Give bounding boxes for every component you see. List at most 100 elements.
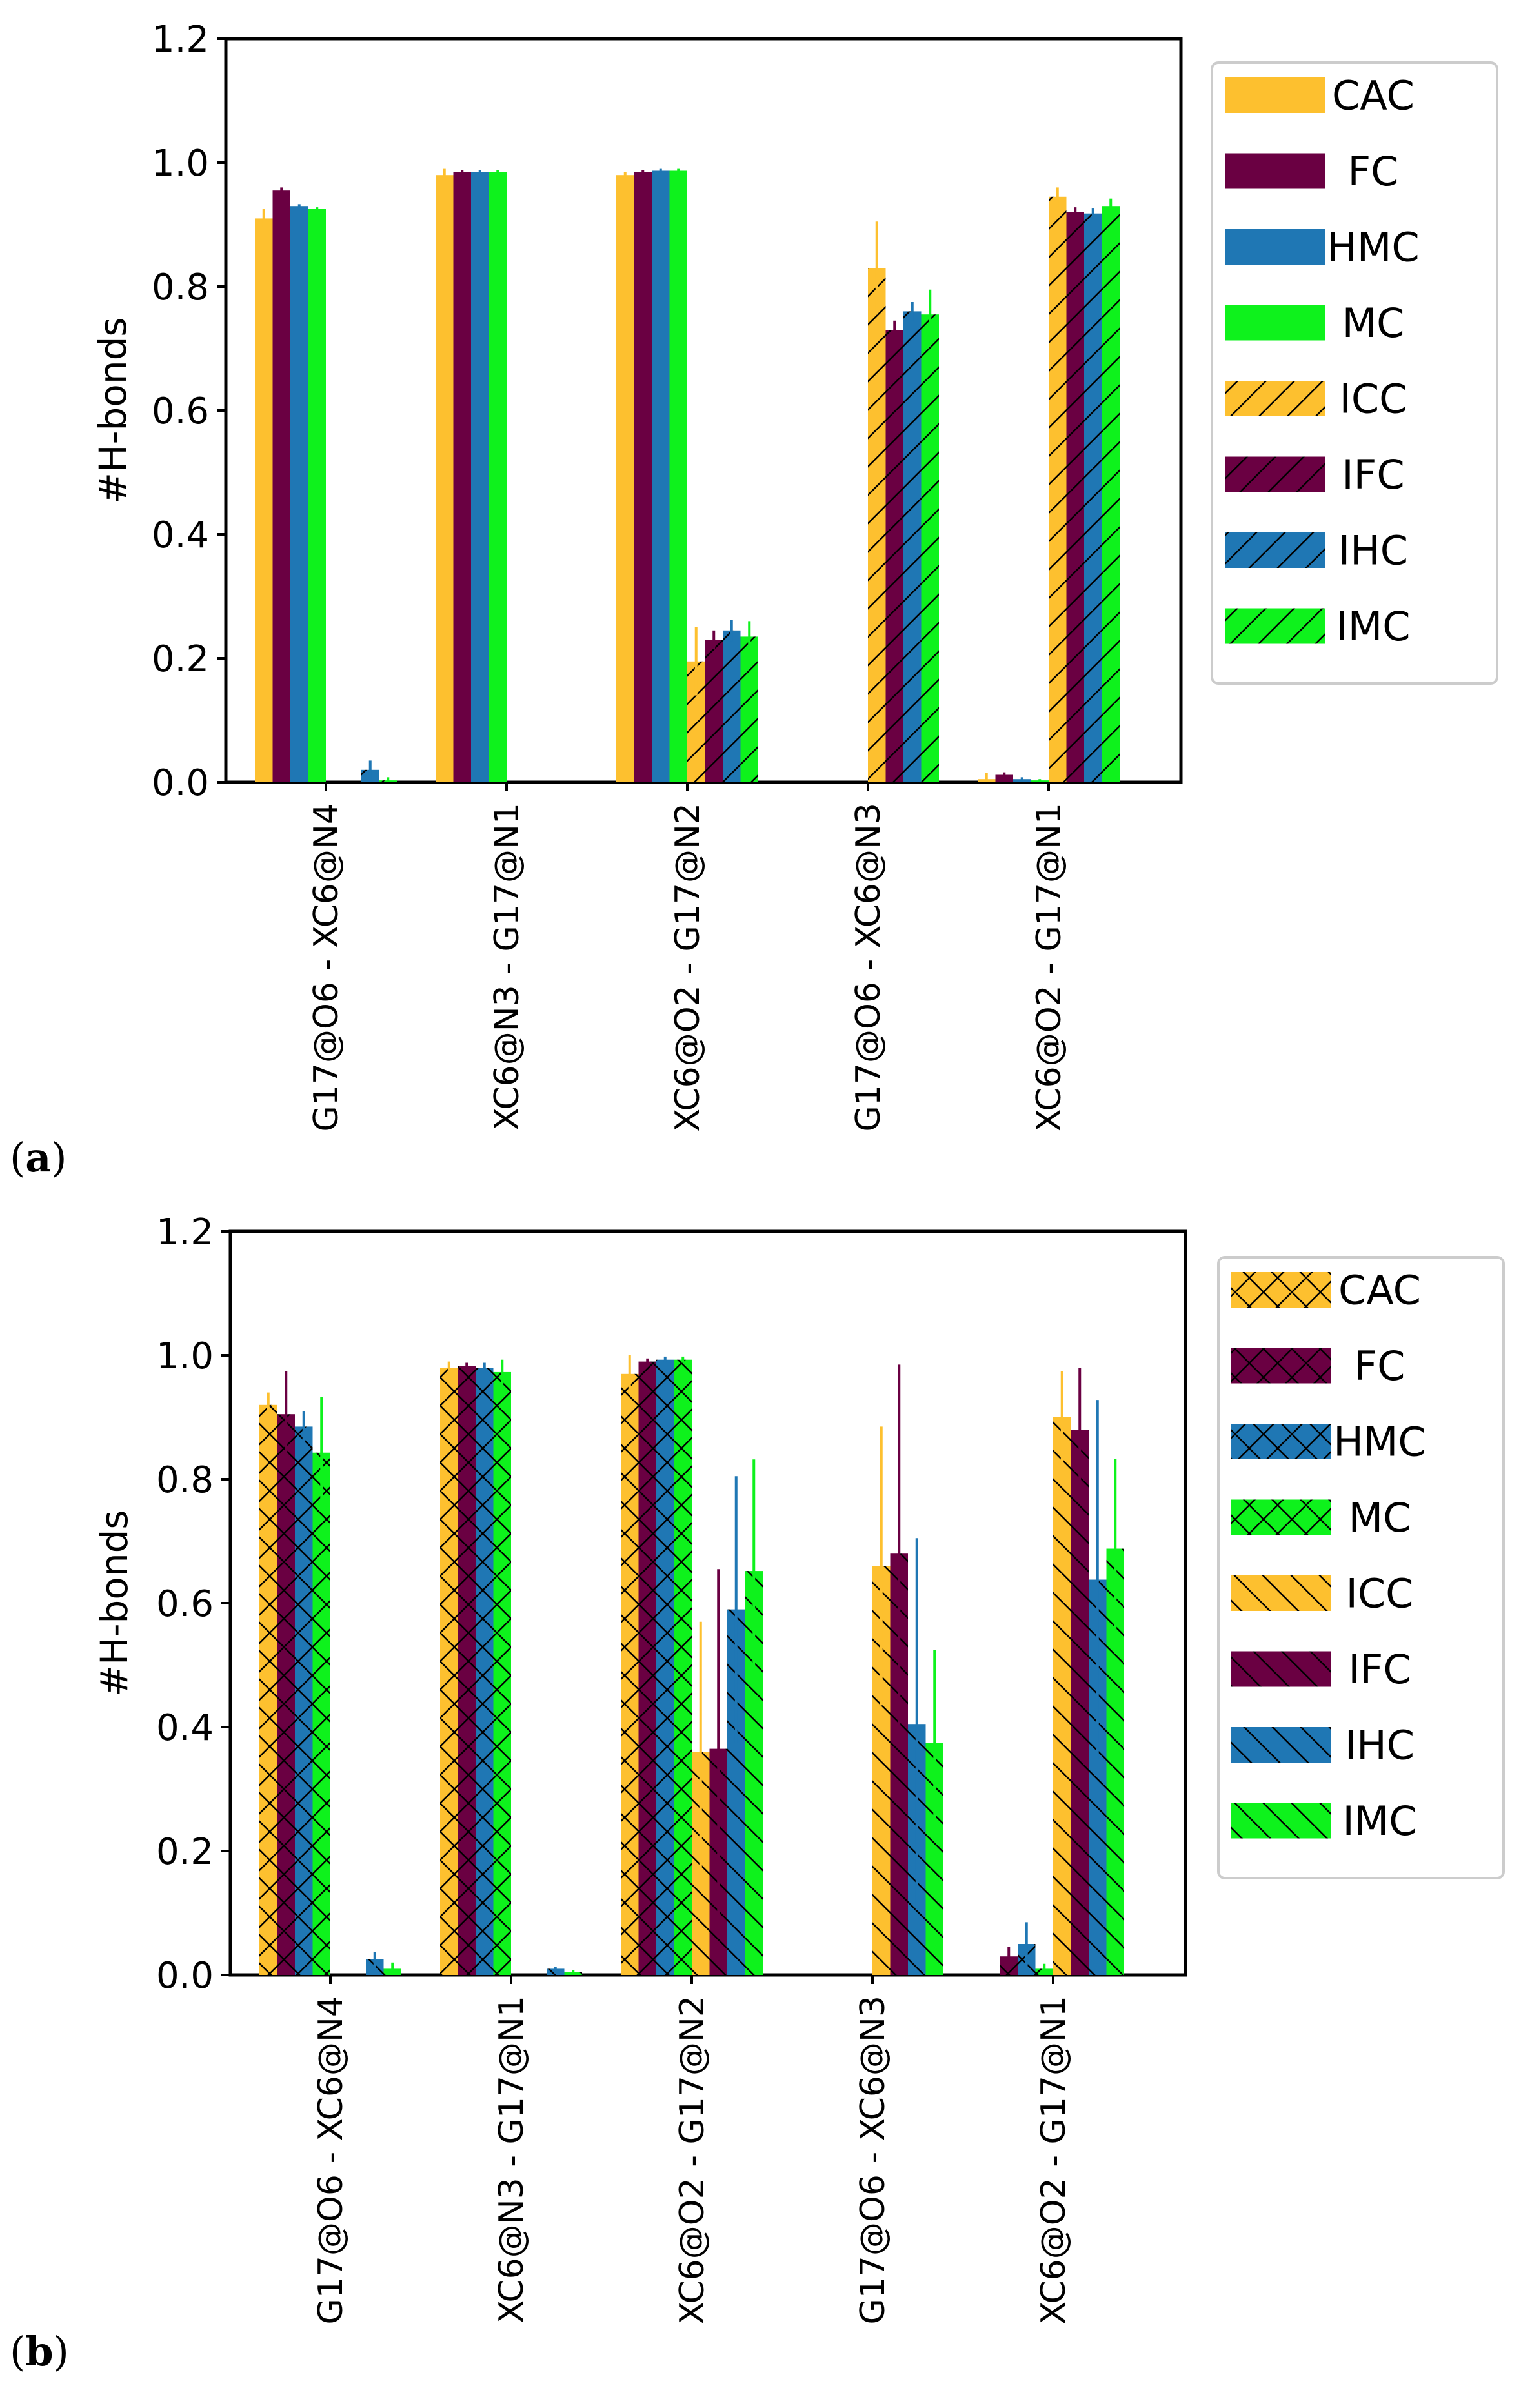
bar-hmc-1	[290, 206, 308, 782]
y-tick-label: 0.4	[152, 514, 209, 556]
x-tick-label: XC6@O2 - G17@N2	[673, 1996, 712, 2325]
bar-fc-1	[272, 190, 290, 782]
bar-cac-3	[621, 1373, 639, 1975]
legend-box-a	[1211, 61, 1498, 685]
legend-swatch-fc	[1231, 1348, 1331, 1384]
bar-cac-2	[440, 1368, 458, 1975]
y-tick-label: 0.8	[156, 1459, 214, 1501]
bar-mc-1	[312, 1452, 330, 1975]
bar-hmc-2	[476, 1368, 494, 1975]
bar-mc-3	[674, 1359, 692, 1975]
y-axis-label-a: #H-bonds	[91, 317, 135, 503]
x-tick-label: XC6@O2 - G17@N1	[1030, 803, 1069, 1132]
bar-icc-4	[868, 268, 886, 782]
x-tick-label: XC6@O2 - G17@N2	[669, 803, 707, 1132]
y-tick-label: 1.0	[152, 143, 209, 185]
x-tick-label: G17@O6 - XC6@N3	[854, 1996, 892, 2325]
bar-hmc-3	[656, 1359, 674, 1975]
bar-mc-2	[493, 1371, 511, 1975]
legend-swatch-fc	[1225, 153, 1325, 189]
y-tick-label: 0.2	[152, 638, 209, 680]
legend-label-cac: CAC	[1332, 72, 1415, 119]
y-tick-label: 0.0	[156, 1955, 214, 1997]
legend-label-hmc: HMC	[1333, 1419, 1425, 1466]
legend-swatch-ihc	[1225, 532, 1325, 568]
y-tick-label: 0.8	[152, 267, 209, 309]
x-tick-label: G17@O6 - XC6@N3	[849, 803, 888, 1132]
bar-ihc-5	[1084, 213, 1102, 783]
bar-ihc-4	[903, 311, 922, 782]
x-tick-label: G17@O6 - XC6@N4	[307, 803, 346, 1132]
bars-a	[255, 168, 1120, 791]
bar-ihc-3	[723, 630, 741, 782]
y-tick-label: 0.6	[156, 1583, 214, 1625]
legend-swatch-mc	[1225, 305, 1325, 341]
x-labels-b: G17@O6 - XC6@N4 XC6@N3 - G17@N1 XC6@O2 - G…	[312, 1996, 1073, 2325]
bar-mc-1	[308, 209, 326, 782]
bar-hmc-2	[471, 172, 489, 782]
legend-swatch-hmc	[1225, 229, 1325, 265]
legend-label-fc: FC	[1355, 1342, 1405, 1390]
y-tick-label: 0.6	[152, 390, 209, 432]
bar-imc-4	[921, 314, 939, 782]
legend-label-mc: MC	[1342, 299, 1405, 347]
bar-fc-5	[995, 774, 1013, 782]
bar-fc-3	[634, 172, 652, 782]
legend-swatch-imc	[1225, 608, 1325, 644]
bar-ifc-5	[1071, 1430, 1089, 1975]
bar-cac-1	[259, 1404, 277, 1975]
bar-fc-3	[638, 1361, 656, 1975]
legend-label-icc: ICC	[1346, 1570, 1414, 1617]
bar-cac-1	[255, 218, 273, 782]
bar-hmc-1	[295, 1426, 313, 1975]
panel-label-a: (a)	[10, 1134, 67, 1181]
legend-swatch-cac	[1231, 1272, 1331, 1308]
bar-icc-5	[1053, 1417, 1071, 1975]
y-tick-label: 0.4	[156, 1707, 214, 1749]
panel-a: #H-bonds 0.0 0.2 0.4 0.6 0.8 1.0 1.2 G17@O6 - …	[10, 19, 1498, 1181]
bar-fc-2	[453, 172, 471, 782]
bar-cac-2	[436, 175, 454, 782]
legend-b: CAC FC HMC MC ICC IFC IHC IMC	[1217, 1256, 1505, 1879]
y-tick-label: 1.2	[156, 1211, 214, 1253]
legend-label-imc: IMC	[1342, 1797, 1416, 1845]
y-tick-label: 1.2	[152, 19, 209, 61]
bar-ihc-2	[547, 1968, 565, 1975]
legend-a: CAC FC HMC MC ICC IFC IHC IMC	[1211, 61, 1498, 685]
bar-imc-3	[740, 636, 758, 782]
y-ticks-b: 0.0 0.2 0.4 0.6 0.8 1.0 1.2	[156, 1211, 230, 1997]
y-tick-label: 0.0	[152, 762, 209, 804]
bar-fc-2	[458, 1366, 476, 1975]
bar-imc-5	[1102, 206, 1120, 782]
legend-label-mc: MC	[1349, 1494, 1411, 1541]
bar-icc-5	[1049, 196, 1067, 782]
legend-label-cac: CAC	[1338, 1267, 1421, 1314]
legend-swatch-ifc	[1225, 456, 1325, 492]
legend-label-hmc: HMC	[1327, 224, 1419, 271]
bar-ifc-5	[1066, 212, 1084, 782]
panel-label-b: (b)	[10, 2328, 69, 2375]
bar-ifc-3	[705, 640, 723, 782]
bar-ifc-4	[885, 330, 903, 782]
panel-b: #H-bonds 0.0 0.2 0.4 0.6 0.8 1.0 1.2 G17@O6 - …	[10, 1211, 1505, 2375]
legend-swatch-hmc	[1231, 1424, 1331, 1459]
x-tick-label: XC6@O2 - G17@N1	[1034, 1996, 1073, 2325]
y-tick-label: 0.2	[156, 1831, 214, 1873]
y-ticks-a: 0.0 0.2 0.4 0.6 0.8 1.0 1.2	[152, 19, 226, 804]
bars-b	[259, 1355, 1124, 1984]
x-tick-label: XC6@N3 - G17@N1	[488, 803, 527, 1130]
legend-swatch-cac	[1225, 77, 1325, 113]
legend-swatch-icc	[1231, 1575, 1331, 1611]
legend-label-ihc: IHC	[1345, 1722, 1415, 1769]
legend-label-fc: FC	[1348, 148, 1399, 195]
bar-hmc-3	[652, 170, 670, 783]
legend-label-ifc: IFC	[1342, 451, 1404, 498]
y-tick-label: 1.0	[156, 1335, 214, 1377]
legend-label-icc: ICC	[1340, 376, 1407, 423]
legend-swatch-imc	[1231, 1803, 1331, 1839]
legend-label-ifc: IFC	[1348, 1646, 1411, 1693]
legend-label-imc: IMC	[1336, 603, 1410, 650]
legend-label-ihc: IHC	[1338, 527, 1408, 574]
legend-box-b	[1217, 1256, 1505, 1879]
legend-swatch-icc	[1225, 381, 1325, 416]
